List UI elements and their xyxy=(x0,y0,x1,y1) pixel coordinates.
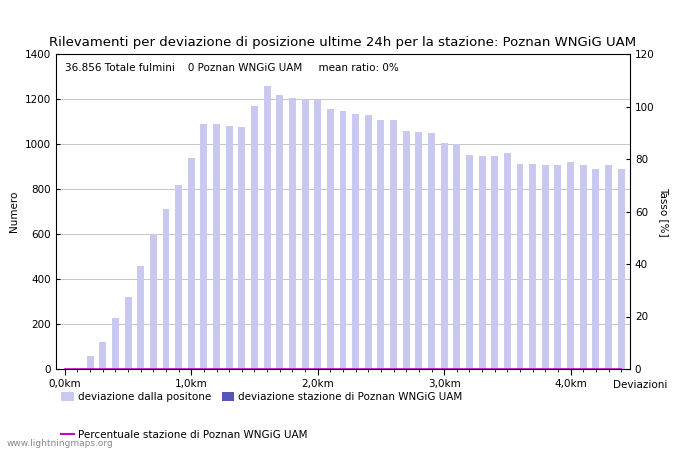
Y-axis label: Tasso [%]: Tasso [%] xyxy=(659,187,668,236)
Bar xyxy=(504,153,511,369)
Bar xyxy=(289,98,296,369)
Bar xyxy=(352,114,359,369)
Bar xyxy=(87,356,94,369)
Text: Deviazioni: Deviazioni xyxy=(613,380,668,390)
Title: Rilevamenti per deviazione di posizione ultime 24h per la stazione: Poznan WNGiG: Rilevamenti per deviazione di posizione … xyxy=(50,36,636,49)
Bar xyxy=(617,169,624,369)
Bar xyxy=(276,94,284,369)
Bar xyxy=(162,209,169,369)
Bar xyxy=(580,166,587,369)
Y-axis label: Numero: Numero xyxy=(9,191,20,232)
Bar xyxy=(112,319,119,369)
Legend: Percentuale stazione di Poznan WNGiG UAM: Percentuale stazione di Poznan WNGiG UAM xyxy=(61,430,307,440)
Bar xyxy=(340,112,346,369)
Bar xyxy=(428,133,435,369)
Legend: deviazione dalla positone, deviazione stazione di Poznan WNGiG UAM: deviazione dalla positone, deviazione st… xyxy=(61,392,463,402)
Bar xyxy=(251,106,258,369)
Bar xyxy=(327,109,334,369)
Bar xyxy=(491,157,498,369)
Bar xyxy=(415,132,422,369)
Bar xyxy=(137,266,144,369)
Bar xyxy=(175,184,182,369)
Bar xyxy=(188,158,195,369)
Bar xyxy=(554,166,561,369)
Bar xyxy=(466,155,473,369)
Bar xyxy=(529,164,536,369)
Bar xyxy=(314,100,321,369)
Bar xyxy=(542,166,549,369)
Bar xyxy=(390,121,397,369)
Bar xyxy=(125,297,132,369)
Bar xyxy=(200,124,207,369)
Bar xyxy=(264,86,271,369)
Bar xyxy=(454,144,461,369)
Bar xyxy=(517,164,524,369)
Bar xyxy=(302,99,309,369)
Bar xyxy=(99,342,106,369)
Bar xyxy=(213,124,220,369)
Bar xyxy=(150,234,157,369)
Text: www.lightningmaps.org: www.lightningmaps.org xyxy=(7,439,113,448)
Bar xyxy=(402,130,409,369)
Text: 36.856 Totale fulmini    0 Poznan WNGiG UAM     mean ratio: 0%: 36.856 Totale fulmini 0 Poznan WNGiG UAM… xyxy=(64,63,398,73)
Bar xyxy=(239,127,245,369)
Bar xyxy=(225,126,232,369)
Bar xyxy=(592,169,599,369)
Bar xyxy=(479,157,486,369)
Bar xyxy=(567,162,574,369)
Bar xyxy=(377,121,384,369)
Bar xyxy=(365,115,372,369)
Bar xyxy=(441,143,447,369)
Bar xyxy=(605,166,612,369)
